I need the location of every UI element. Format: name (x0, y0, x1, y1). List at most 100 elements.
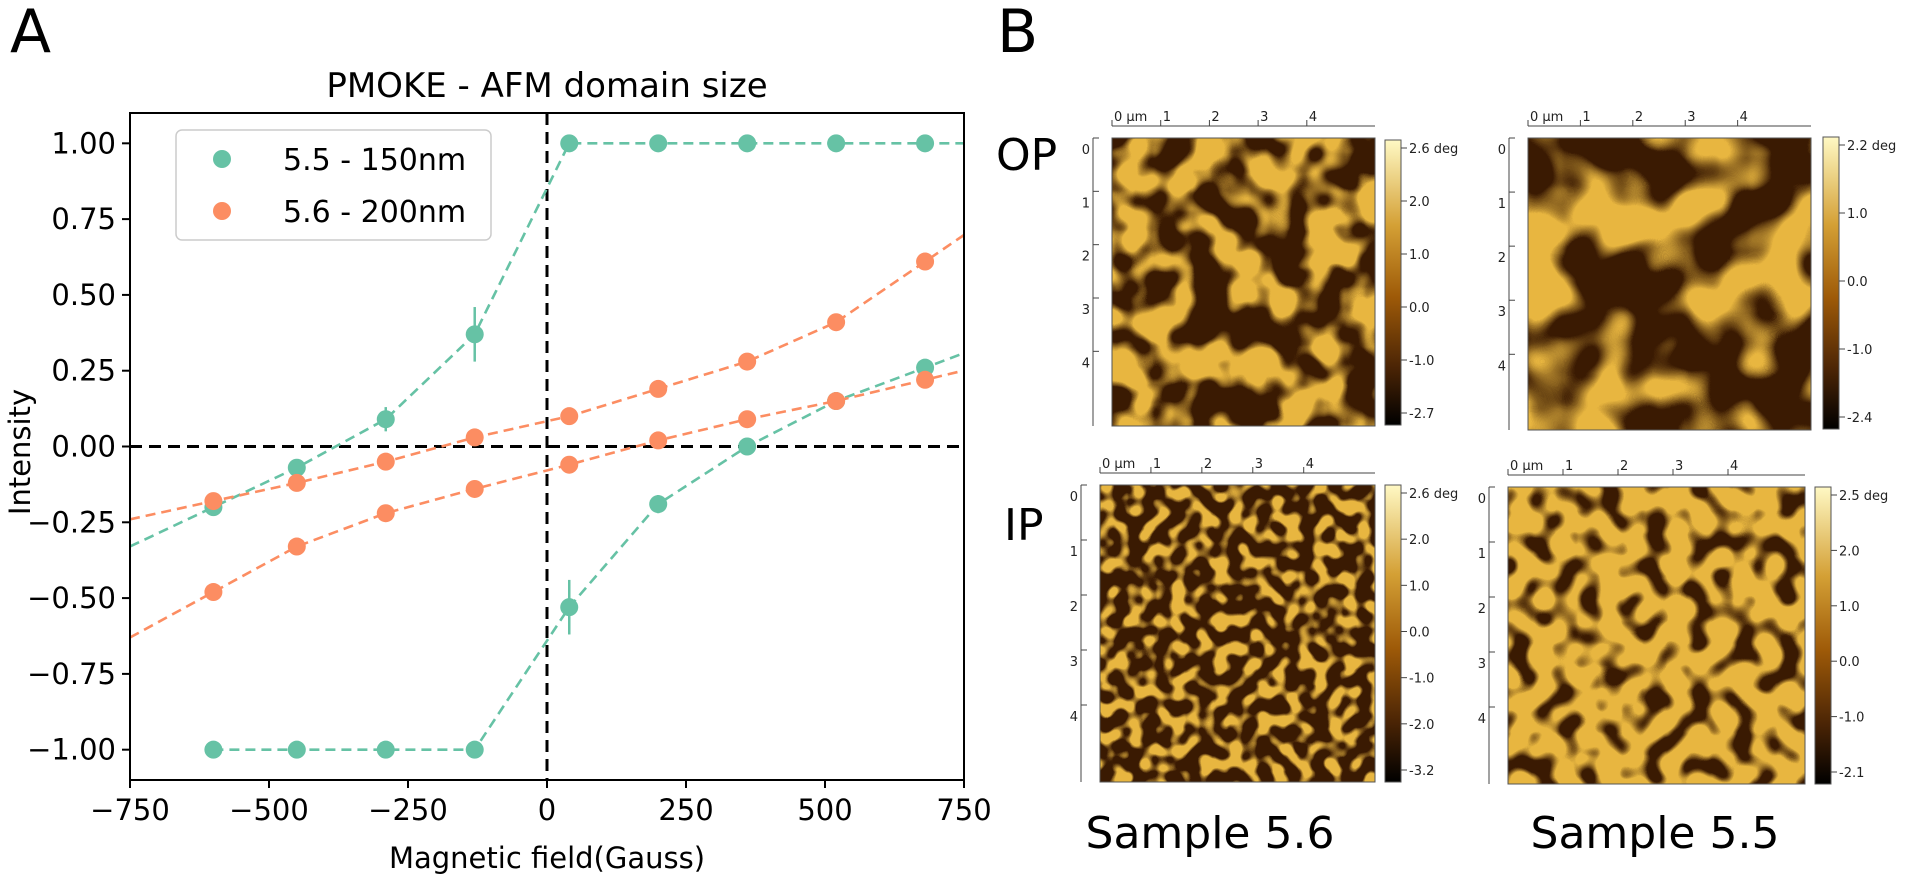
afm-x-tick-label: 0 μm (1530, 110, 1563, 125)
series-2-point (649, 431, 668, 450)
afm-colorbar-label: -1.0 (1409, 354, 1434, 369)
series-2-point (465, 479, 484, 498)
afm-x-tick-label: 1 (1163, 110, 1171, 125)
afm-colorbar-label: 2.2 deg (1847, 139, 1896, 154)
afm-colorbar-label: 1.0 (1409, 579, 1430, 594)
afm-y-tick-label: 4 (1070, 710, 1078, 725)
afm-y-tick-label: 1 (1070, 545, 1078, 560)
x-tick-label: 250 (658, 793, 713, 827)
afm-y-tick-label: 3 (1498, 305, 1506, 320)
series-1-point (738, 134, 757, 153)
x-tick-label: −250 (368, 793, 448, 827)
row-label-ip: IP (1004, 500, 1044, 551)
afm-y-tick-label: 3 (1082, 303, 1090, 318)
legend-box (175, 129, 492, 241)
y-tick-label: 0.25 (51, 354, 116, 388)
series-2-point (649, 379, 668, 398)
afm-image-op-5-6: 0 μm 1 2 3 4 0 1 2 3 4 2.6 deg 2.0 1.0 0.0 -1.0 -2.7 (1082, 110, 1458, 427)
y-tick-label: 0.00 (51, 430, 116, 464)
afm-x-tick-label: 1 (1565, 459, 1573, 474)
x-axis-label: Magnetic field(Gauss) (389, 841, 705, 875)
afm-colorbar-label: 1.0 (1409, 248, 1430, 263)
afm-y-tick-label: 4 (1478, 712, 1486, 727)
series-2-point (560, 407, 579, 426)
afm-y-tick-label: 0 (1478, 492, 1486, 507)
afm-colorbar-label: -1.0 (1409, 672, 1434, 687)
series-2-point (560, 455, 579, 474)
afm-image-frame (1507, 486, 1806, 785)
series-1-point (465, 325, 484, 344)
y-tick-label: 0.75 (51, 202, 116, 236)
row-label-op: OP (996, 130, 1057, 181)
afm-y-tick-label: 3 (1070, 655, 1078, 670)
panel-a-letter: A (10, 0, 51, 67)
legend-marker-series-1 (213, 150, 231, 168)
afm-x-tick-label: 1 (1582, 110, 1590, 125)
afm-x-tick-label: 3 (1260, 110, 1268, 125)
afm-x-tick-label: 4 (1740, 110, 1748, 125)
afm-colorbar-label: 2.0 (1409, 195, 1430, 210)
series-2-point (376, 504, 395, 523)
afm-colorbar-label: 2.0 (1409, 533, 1430, 548)
series-1-point (916, 134, 935, 153)
series-2-point (204, 492, 223, 511)
x-tick-label: 750 (936, 793, 991, 827)
series-2-point (287, 473, 306, 492)
afm-x-tick-label: 0 μm (1114, 110, 1147, 125)
afm-x-tick-label: 2 (1635, 110, 1643, 125)
afm-x-tick-label: 4 (1730, 459, 1738, 474)
legend: 5.5 - 150nm 5.6 - 200nm (175, 129, 492, 241)
afm-colorbar (1384, 139, 1402, 426)
series-2-point (738, 410, 757, 429)
series-2-point (916, 252, 935, 271)
series-1-point (287, 740, 306, 759)
series-2-point (916, 370, 935, 389)
afm-y-tick-label: 0 (1070, 490, 1078, 505)
afm-colorbar-label: 1.0 (1847, 207, 1868, 222)
panel-b: B OP IP Sample 5.6 Sample 5.5 0 μm 1 2 3 4 0 1… (996, 0, 1896, 859)
legend-label-series-1: 5.5 - 150nm (283, 143, 466, 178)
afm-y-tick-label: 1 (1498, 197, 1506, 212)
series-1-point (560, 134, 579, 153)
series-1-point (560, 598, 579, 617)
afm-y-tick-label: 4 (1498, 359, 1506, 374)
afm-x-tick-label: 2 (1204, 457, 1212, 472)
afm-x-tick-label: 4 (1306, 457, 1314, 472)
afm-colorbar-label: 1.0 (1839, 600, 1860, 615)
y-tick-label: 0.50 (51, 278, 116, 312)
y-tick-label: −0.25 (27, 505, 116, 539)
column-label-sample-5-5: Sample 5.5 (1531, 808, 1780, 859)
series-1-point (287, 458, 306, 477)
series-2-point (465, 428, 484, 447)
x-tick-label: 0 (538, 793, 556, 827)
series-1-branch-2-line (130, 142, 964, 548)
afm-y-tick-label: 0 (1498, 143, 1506, 158)
legend-marker-series-2 (213, 202, 231, 220)
afm-colorbar-label: -1.0 (1839, 711, 1864, 726)
series-1-point (204, 740, 223, 759)
afm-scan-image (1528, 138, 1811, 430)
y-tick-label: −0.50 (27, 581, 116, 615)
afm-scan-image (1100, 485, 1375, 782)
series-2-point (287, 537, 306, 556)
afm-colorbar (1384, 484, 1402, 783)
series-1-point (827, 134, 846, 153)
y-tick-label: −1.00 (27, 733, 116, 767)
afm-y-tick-label: 2 (1082, 250, 1090, 265)
series-1-point (376, 740, 395, 759)
afm-colorbar-label: 2.6 deg (1409, 142, 1458, 157)
x-tick-label: −500 (229, 793, 309, 827)
afm-x-tick-label: 3 (1687, 110, 1695, 125)
afm-colorbar-label: 0.0 (1847, 275, 1868, 290)
series-2-point (827, 392, 846, 411)
panel-a: A PMOKE - AFM domain size −750 −500 −250 0 2… (3, 0, 992, 875)
series-1-point (376, 410, 395, 429)
afm-colorbar-label: -2.1 (1839, 766, 1864, 781)
column-label-sample-5-6: Sample 5.6 (1086, 808, 1335, 859)
afm-y-tick-label: 1 (1082, 196, 1090, 211)
afm-x-tick-label: 3 (1255, 457, 1263, 472)
y-axis-label: Intensity (3, 389, 37, 515)
afm-colorbar-label: -3.2 (1409, 764, 1434, 779)
series-1-branch-1-line (213, 351, 964, 751)
